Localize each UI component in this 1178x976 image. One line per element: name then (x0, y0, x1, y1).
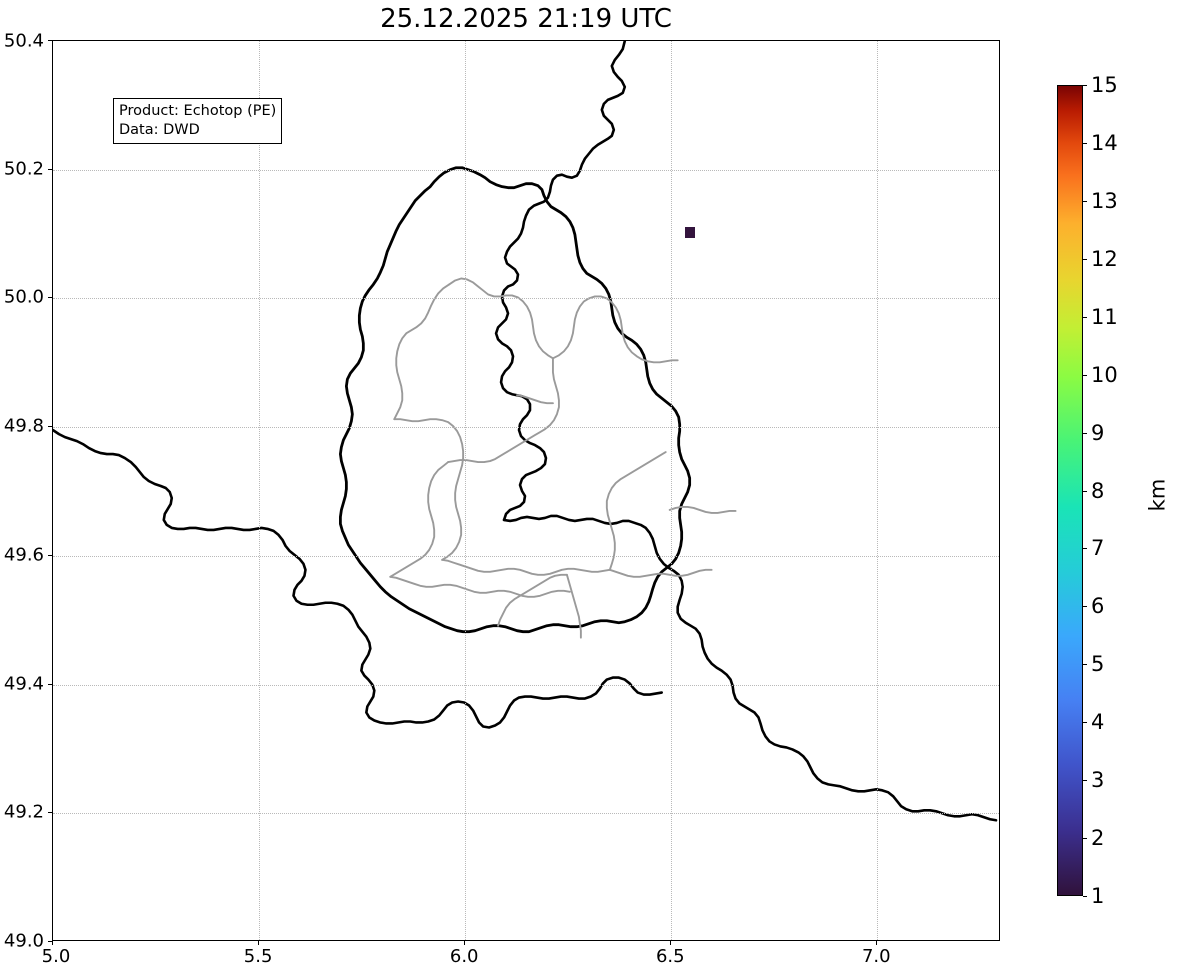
ytick-label-49.6: 49.6 (3, 544, 44, 566)
ytick-mark-49.4 (48, 683, 52, 685)
cbar-tick-mark-2 (1083, 838, 1087, 840)
cbar-tick-mark-6 (1083, 606, 1087, 608)
xtick-mark-6.0 (464, 941, 466, 945)
cbar-tick-label-5: 5 (1091, 652, 1105, 677)
info-product-line: Product: Echotop (PE) (119, 103, 277, 119)
cbar-tick-label-10: 10 (1091, 362, 1118, 387)
cbar-tick-label-13: 13 (1091, 188, 1118, 213)
xtick-label-5.0: 5.0 (41, 946, 71, 967)
gridline-x-5.5 (259, 41, 261, 940)
cbar-tick-mark-12 (1083, 258, 1087, 260)
map-geometry (53, 41, 998, 822)
gridline-y-49.8 (53, 427, 999, 429)
info-data-line: Data: DWD (119, 121, 200, 138)
border-germany-east (502, 514, 998, 822)
gridline-y-50.2 (53, 169, 999, 171)
cbar-tick-mark-3 (1083, 780, 1087, 782)
gridline-x-6.5 (671, 41, 673, 940)
ytick-label-49.4: 49.4 (3, 673, 44, 695)
cbar-tick-mark-10 (1083, 374, 1087, 376)
radar-echotop-cell (685, 227, 696, 238)
ytick-label-50.4: 50.4 (3, 30, 44, 52)
colorbar-gradient (1057, 85, 1083, 896)
cbar-tick-label-1: 1 (1091, 884, 1105, 908)
cbar-tick-mark-5 (1083, 664, 1087, 666)
cbar-tick-label-7: 7 (1091, 536, 1105, 561)
border-france-belgium-west (53, 428, 664, 729)
xtick-label-6.5: 6.5 (655, 946, 685, 967)
xtick-mark-5.0 (52, 941, 53, 945)
cbar-tick-label-3: 3 (1091, 768, 1105, 793)
region-borders-luxembourg (389, 277, 737, 639)
map-axes[interactable]: Product: Echotop (PE) Data: DWD (52, 40, 1000, 941)
cbar-tick-label-8: 8 (1091, 478, 1105, 503)
ytick-mark-49.6 (48, 554, 52, 556)
cbar-tick-label-6: 6 (1091, 594, 1105, 619)
cbar-tick-mark-1 (1083, 896, 1087, 897)
gridline-y-50.0 (53, 298, 999, 300)
xtick-label-6.0: 6.0 (449, 946, 479, 967)
xtick-mark-6.5 (670, 941, 672, 945)
gridline-y-49.4 (53, 684, 999, 686)
cbar-tick-label-15: 15 (1091, 73, 1118, 97)
ytick-mark-50.4 (48, 40, 52, 41)
page-title: 25.12.2025 21:19 UTC (380, 4, 672, 34)
ytick-label-50.2: 50.2 (3, 158, 44, 180)
border-luxembourg (338, 166, 692, 634)
ytick-mark-49.2 (48, 812, 52, 814)
cbar-tick-mark-15 (1083, 85, 1087, 86)
gridline-x-7.0 (877, 41, 879, 940)
cbar-tick-mark-11 (1083, 316, 1087, 318)
cbar-tick-mark-14 (1083, 142, 1087, 144)
ytick-label-49.0: 49.0 (3, 930, 44, 952)
cbar-tick-label-9: 9 (1091, 420, 1105, 445)
gridline-y-49.6 (53, 555, 999, 557)
cbar-tick-label-11: 11 (1091, 304, 1118, 329)
colorbar[interactable]: 15 14 13 12 11 10 9 8 7 6 5 4 3 2 1 (1057, 73, 1118, 908)
cbar-tick-mark-8 (1083, 490, 1087, 492)
xtick-label-7.0: 7.0 (861, 946, 891, 967)
cbar-tick-mark-9 (1083, 432, 1087, 434)
ytick-mark-49.8 (48, 426, 52, 428)
ytick-mark-49.0 (48, 941, 52, 942)
border-belgium-germany (494, 41, 627, 522)
cbar-tick-mark-7 (1083, 548, 1087, 550)
colorbar-axis-label: km (1145, 478, 1170, 512)
xtick-mark-7.0 (876, 941, 878, 945)
gridline-x-6.0 (465, 41, 467, 940)
ytick-label-49.8: 49.8 (3, 415, 44, 437)
ytick-mark-50.0 (48, 297, 52, 299)
cbar-tick-label-14: 14 (1091, 130, 1118, 155)
cbar-tick-label-4: 4 (1091, 710, 1105, 735)
cbar-tick-mark-13 (1083, 200, 1087, 202)
xtick-label-5.5: 5.5 (243, 946, 273, 967)
ytick-mark-50.2 (48, 168, 52, 170)
gridline-y-49.2 (53, 813, 999, 815)
cbar-tick-label-12: 12 (1091, 246, 1118, 271)
ytick-label-49.2: 49.2 (3, 801, 44, 823)
xtick-mark-5.5 (258, 941, 260, 945)
cbar-tick-mark-4 (1083, 722, 1087, 724)
cbar-tick-label-2: 2 (1091, 826, 1105, 851)
ytick-label-50.0: 50.0 (3, 286, 44, 308)
info-legend-box: Product: Echotop (PE) Data: DWD (113, 98, 283, 145)
